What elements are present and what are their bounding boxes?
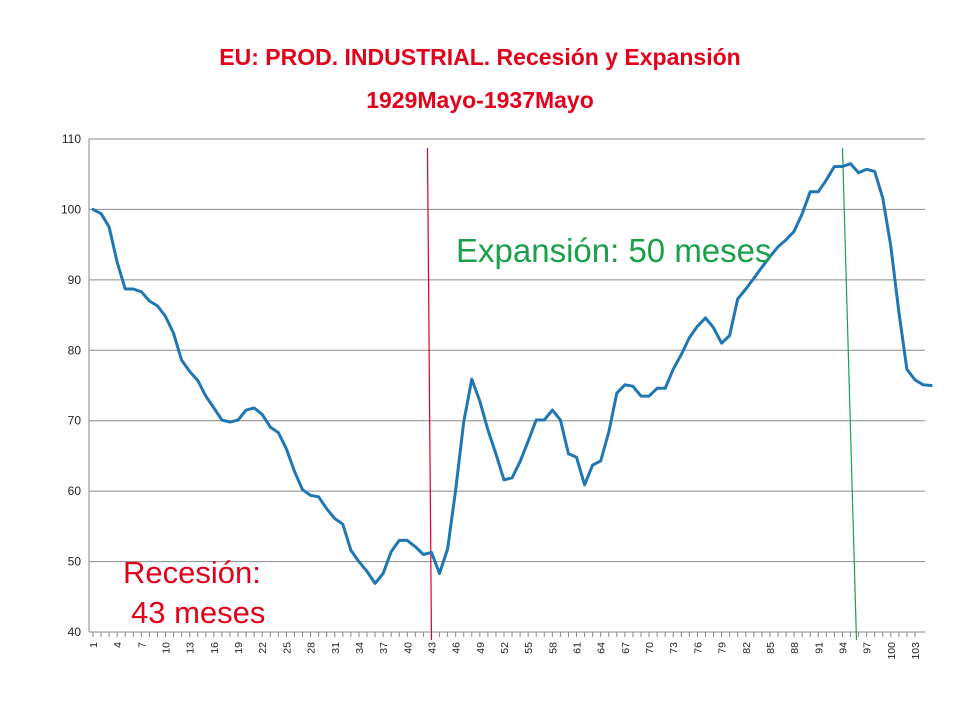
x-tick-label: 61 [572,642,584,654]
x-tick-label: 64 [596,642,608,654]
x-tick-label: 103 [910,642,922,660]
x-tick-label: 76 [692,642,704,654]
y-tick-label: 60 [68,484,82,498]
grid-lines [89,138,925,633]
x-tick-label: 10 [161,642,173,654]
x-tick-label: 16 [209,642,221,654]
x-tick-label: 22 [257,642,269,654]
x-tick-label: 7 [136,642,148,648]
x-tick-label: 52 [499,642,511,654]
x-tick-label: 94 [837,642,849,654]
x-tick-label: 37 [378,642,390,654]
x-tick-label: 28 [306,642,318,654]
chart-subtitle: 1929Mayo-1937Mayo [366,87,594,113]
x-tick-label: 25 [281,642,293,654]
recession-annotation-line2: 43 meses [131,595,265,630]
x-tick-label: 4 [112,642,124,648]
x-tick-label: 13 [185,642,197,654]
x-tick-label: 97 [862,642,874,654]
x-tick-label: 46 [451,642,463,654]
y-tick-label: 40 [68,625,82,639]
y-tick-label: 70 [68,414,82,428]
x-tick-label: 91 [813,642,825,654]
x-tick-label: 82 [741,642,753,654]
chart-title: EU: PROD. INDUSTRIAL. Recesión y Expansi… [219,44,741,70]
x-tick-label: 100 [886,642,898,660]
y-tick-label: 50 [68,555,82,569]
x-axis [88,139,916,637]
expansion-annotation: Expansión: 50 meses [456,232,772,269]
y-tick-label: 90 [68,273,82,287]
recession-annotation-line1: Recesión: [123,555,261,590]
x-tick-label: 73 [668,642,680,654]
series-group [91,162,933,585]
x-tick-label: 43 [426,642,438,654]
y-axis-ticks: 40 50 60 70 80 90 100 110 [61,132,81,639]
x-tick-label: 55 [523,642,535,654]
expansion-marker-line [841,147,858,641]
x-tick-label: 88 [789,642,801,654]
x-tick-label: 67 [620,642,632,654]
x-tick-label: 79 [717,642,729,654]
x-tick-label: 1 [88,642,100,648]
x-tick-label: 70 [644,642,656,654]
y-tick-label: 100 [61,202,81,216]
period-markers [426,147,858,641]
annotations: Expansión: 50 meses Recesión: 43 meses [123,232,772,630]
x-tick-label: 34 [354,642,366,654]
x-tick-label: 40 [402,642,414,654]
y-tick-label: 80 [68,343,82,357]
x-tick-label: 19 [233,642,245,654]
x-tick-label: 31 [330,642,342,654]
series-line-0 [91,162,933,585]
x-tick-label: 85 [765,642,777,654]
x-tick-label: 58 [547,642,559,654]
x-axis-ticks: 1 4 7 10 13 16 19 22 25 28 31 34 37 40 43 46 49 52 55 58 61 6… [88,642,922,660]
y-tick-label: 110 [62,132,81,146]
x-tick-label: 49 [475,642,487,654]
recession-marker-line [426,147,433,641]
